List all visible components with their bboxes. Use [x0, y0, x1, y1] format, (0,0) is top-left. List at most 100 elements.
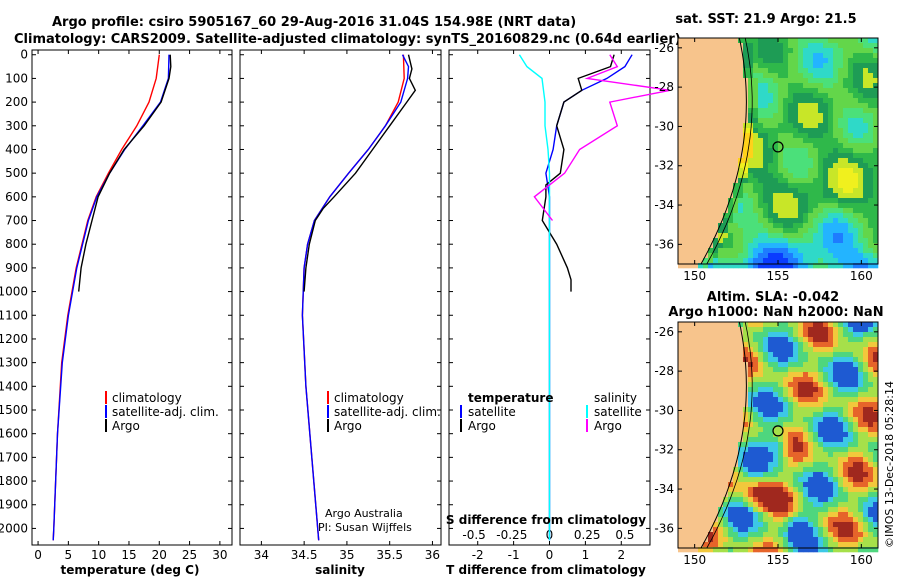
map-cell: [683, 512, 689, 518]
map-cell: [788, 432, 794, 438]
map-cell: [758, 48, 764, 54]
map-lat-tick-label: -26: [654, 41, 674, 55]
map-cell: [768, 193, 774, 199]
map-cell: [873, 133, 879, 139]
map-cell: [713, 472, 719, 478]
map-cell: [693, 342, 699, 348]
map-cell: [708, 342, 714, 348]
map-cell: [768, 258, 774, 264]
map-cell: [738, 223, 744, 229]
map-cell: [793, 168, 799, 174]
map-cell: [743, 482, 749, 488]
map-cell: [808, 332, 814, 338]
map-cell: [718, 158, 724, 164]
map-cell: [823, 78, 829, 84]
map-cell: [873, 208, 879, 214]
map-cell: [693, 387, 699, 393]
map-cell: [848, 357, 854, 363]
map-cell: [718, 462, 724, 468]
map-cell: [783, 477, 789, 483]
map-cell: [698, 397, 704, 403]
map-cell: [713, 223, 719, 229]
map-cell: [703, 447, 709, 453]
map-cell: [703, 372, 709, 378]
map-cell: [848, 228, 854, 234]
map-cell: [693, 143, 699, 149]
map-cell: [728, 73, 734, 79]
map-cell: [788, 178, 794, 184]
map-cell: [758, 512, 764, 518]
map-cell: [873, 467, 879, 473]
map-cell: [808, 173, 814, 179]
map-cell: [828, 537, 834, 543]
map-cell: [793, 233, 799, 239]
map-cell: [708, 253, 714, 259]
map-cell: [798, 422, 804, 428]
map-cell: [798, 472, 804, 478]
map-cell: [848, 382, 854, 388]
map-cell: [708, 123, 714, 129]
map-cell: [708, 238, 714, 244]
map-cell: [808, 452, 814, 458]
map-cell: [708, 158, 714, 164]
map-cell: [743, 63, 749, 69]
map-cell: [853, 362, 859, 368]
map-cell: [823, 138, 829, 144]
map-cell: [698, 517, 704, 523]
map-cell: [683, 517, 689, 523]
map-cell: [718, 347, 724, 353]
map-cell: [683, 218, 689, 224]
map-cell: [743, 532, 749, 538]
map-cell: [723, 183, 729, 189]
map-cell: [728, 143, 734, 149]
map-cell: [693, 447, 699, 453]
map-cell: [688, 342, 694, 348]
map-cell: [808, 327, 814, 333]
map-cell: [683, 38, 689, 44]
map-cell: [863, 397, 869, 403]
map-cell: [848, 83, 854, 89]
map-cell: [708, 492, 714, 498]
map-cell: [733, 253, 739, 259]
map-cell: [838, 163, 844, 169]
map-cell: [843, 392, 849, 398]
map-cell: [773, 173, 779, 179]
map-cell: [803, 442, 809, 448]
map-cell: [793, 517, 799, 523]
map-cell: [823, 118, 829, 124]
map-cell: [693, 332, 699, 338]
map-cell: [748, 457, 754, 463]
map-cell: [693, 372, 699, 378]
map-cell: [768, 322, 774, 328]
map-cell: [848, 118, 854, 124]
map-cell: [843, 163, 849, 169]
map-cell: [708, 542, 714, 548]
map-cell: [813, 537, 819, 543]
map-cell: [858, 362, 864, 368]
map-cell: [813, 88, 819, 94]
map-cell: [813, 432, 819, 438]
map-cell: [798, 492, 804, 498]
map-cell: [873, 417, 879, 423]
map-cell: [688, 88, 694, 94]
map-cell: [678, 213, 684, 219]
map-cell: [698, 427, 704, 433]
map-cell: [808, 108, 814, 114]
map-cell: [698, 193, 704, 199]
map-cell: [798, 123, 804, 129]
map-cell: [683, 447, 689, 453]
map-cell: [778, 522, 784, 528]
map-cell: [683, 93, 689, 99]
map-cell: [833, 372, 839, 378]
map-cell: [808, 362, 814, 368]
map-cell: [728, 153, 734, 159]
map-cell: [678, 203, 684, 209]
map-cell: [723, 482, 729, 488]
map-cell: [833, 487, 839, 493]
map-cell: [823, 143, 829, 149]
map-cell: [763, 322, 769, 328]
sst-map: sat. SST: 21.9 Argo: 21.5 150 155 160-26-2…: [654, 12, 879, 283]
map-cell: [798, 442, 804, 448]
map-cell: [763, 522, 769, 528]
map-cell: [853, 178, 859, 184]
